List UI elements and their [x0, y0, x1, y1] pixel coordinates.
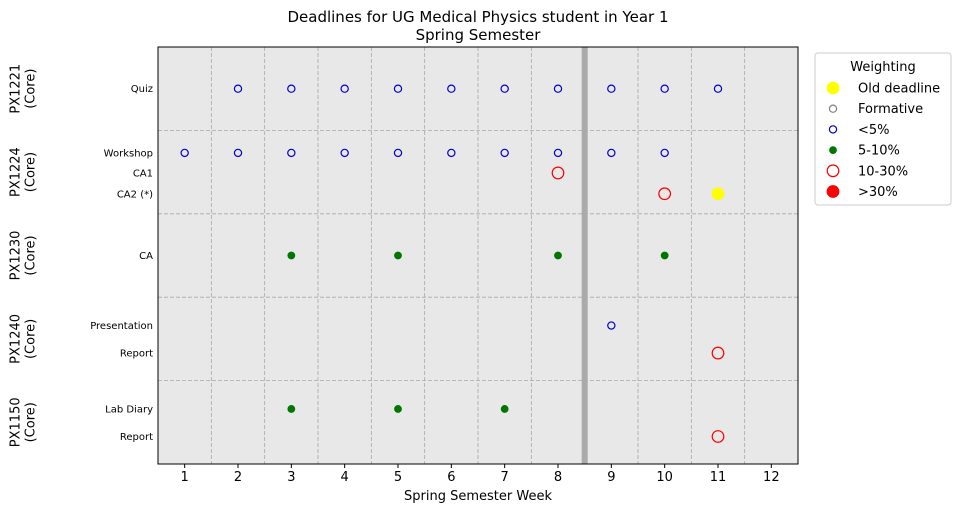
module-label-line: (Core) — [24, 69, 39, 109]
data-point — [658, 187, 672, 201]
row-label: CA1 — [133, 168, 153, 179]
x-tick-label: 2 — [234, 470, 242, 485]
data-point — [500, 84, 509, 93]
module-label: PX1230(Core) — [9, 231, 39, 281]
data-point — [340, 148, 349, 158]
data-point — [447, 84, 456, 93]
module-label: PX1224(Core) — [9, 147, 39, 197]
data-point — [393, 84, 403, 93]
x-tick-label: 6 — [447, 470, 455, 485]
x-tick-label: 8 — [554, 470, 562, 485]
legend-box — [814, 52, 952, 206]
data-point — [553, 148, 563, 158]
data-point — [340, 84, 349, 93]
data-point — [713, 84, 723, 93]
chart-subtitle: Spring Semester — [416, 26, 542, 44]
data-point — [711, 187, 725, 201]
row-label: Report — [120, 432, 153, 443]
module-label-line: (Core) — [24, 235, 39, 275]
data-point — [553, 84, 563, 93]
data-point — [607, 84, 616, 93]
data-point — [233, 148, 243, 158]
current-week-line — [581, 47, 588, 464]
data-point — [287, 84, 296, 93]
x-tick-label: 10 — [656, 470, 673, 485]
row-label: Presentation — [90, 321, 153, 332]
legend-title: Weighting — [850, 60, 915, 75]
x-tick-label: 12 — [763, 470, 780, 485]
module-label: PX1150(Core) — [9, 397, 39, 447]
module-label-line: PX1240 — [9, 314, 24, 364]
data-point — [394, 251, 402, 260]
data-point — [180, 148, 189, 158]
x-tick-label: 7 — [501, 470, 509, 485]
x-axis-label: Spring Semester Week — [404, 489, 552, 504]
legend: Weighting Old deadline Formative <5% 5-10% 10… — [814, 52, 952, 206]
x-tick-label: 9 — [607, 470, 615, 485]
module-label-line: PX1230 — [9, 231, 24, 281]
legend-label: >30% — [858, 185, 898, 200]
legend-marker — [829, 146, 837, 155]
row-label: CA2 (*) — [117, 189, 153, 200]
module-label-line: (Core) — [24, 319, 39, 359]
module-label-line: PX1224 — [9, 147, 24, 197]
legend-label: 10-30% — [858, 164, 908, 179]
chart-title: Deadlines for UG Medical Physics student… — [287, 8, 668, 26]
row-label: Lab Diary — [105, 404, 153, 415]
legend-marker — [826, 164, 840, 178]
data-point — [287, 405, 296, 413]
legend-label: <5% — [858, 123, 890, 138]
legend-marker — [826, 81, 840, 95]
legend-marker — [826, 185, 840, 198]
data-point — [447, 148, 456, 158]
data-point — [287, 148, 296, 158]
module-label: PX1221(Core) — [9, 64, 39, 114]
data-point — [233, 84, 243, 93]
module-label-line: (Core) — [24, 152, 39, 192]
data-point — [500, 148, 509, 158]
row-label: CA — [139, 251, 153, 262]
x-tick-label: 1 — [181, 470, 189, 485]
data-point — [660, 251, 669, 260]
module-label: PX1240(Core) — [9, 314, 39, 364]
x-tick-label: 5 — [394, 470, 402, 485]
data-point — [554, 251, 562, 260]
data-point — [607, 148, 616, 158]
row-label: Quiz — [131, 84, 153, 95]
data-point — [394, 405, 402, 413]
legend-label: Old deadline — [858, 82, 940, 97]
data-point — [660, 84, 669, 93]
data-point — [287, 251, 296, 260]
x-tick-label: 11 — [710, 470, 727, 485]
legend-label: Formative — [858, 102, 923, 117]
data-point — [393, 148, 403, 158]
row-label: Workshop — [104, 148, 153, 159]
data-point — [500, 405, 509, 413]
data-point — [607, 321, 616, 330]
module-label-line: PX1150 — [9, 397, 24, 447]
module-label-line: (Core) — [24, 402, 39, 442]
legend-marker — [828, 104, 838, 113]
plot-frame — [157, 46, 799, 465]
legend-label: 5-10% — [858, 144, 900, 159]
x-tick-label: 3 — [287, 470, 295, 485]
data-point — [711, 430, 725, 443]
data-point — [711, 346, 725, 360]
legend-marker — [828, 125, 838, 134]
row-label: Report — [120, 349, 153, 360]
module-label-line: PX1221 — [9, 64, 24, 114]
data-point — [660, 148, 669, 158]
data-point — [551, 166, 565, 180]
x-tick-label: 4 — [341, 470, 349, 485]
